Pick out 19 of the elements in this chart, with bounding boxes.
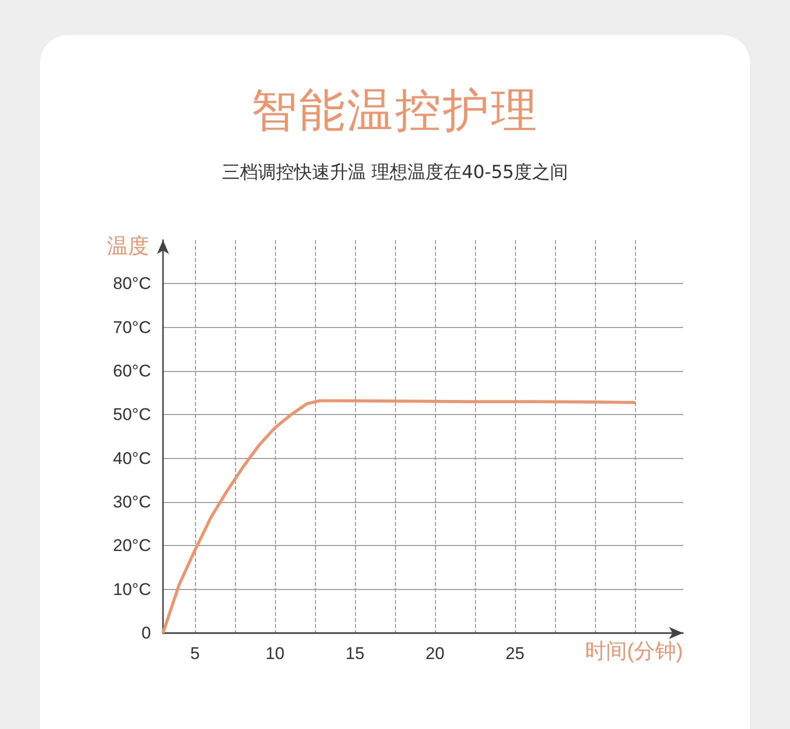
y-tick-label: 20°C: [113, 536, 151, 556]
y-tick-label: 0: [142, 624, 151, 642]
chart-subtitle: 三档调控快速升温 理想温度在40-55度之间: [220, 161, 570, 184]
x-axis-title: 时间(分钟): [585, 640, 683, 663]
y-tick-label: 70°C: [113, 318, 151, 337]
y-axis-title: 温度: [107, 235, 149, 258]
x-tick-label: 5: [190, 644, 200, 663]
chart-title: 智能温控护理: [250, 82, 540, 139]
y-tick-label: 60°C: [113, 362, 151, 380]
x-tick-label: 20: [426, 644, 444, 663]
y-tick-label: 10°C: [113, 580, 151, 599]
y-tick-label: 80°C: [113, 274, 151, 294]
y-tick-label: 40°C: [113, 448, 151, 468]
x-tick-label: 15: [346, 644, 364, 663]
x-tick-label: 25: [506, 644, 524, 663]
y-tick-label: 50°C: [113, 405, 151, 424]
x-tick-label: 10: [266, 644, 284, 663]
y-tick-label: 30°C: [113, 492, 151, 512]
line-series: [162, 399, 636, 634]
